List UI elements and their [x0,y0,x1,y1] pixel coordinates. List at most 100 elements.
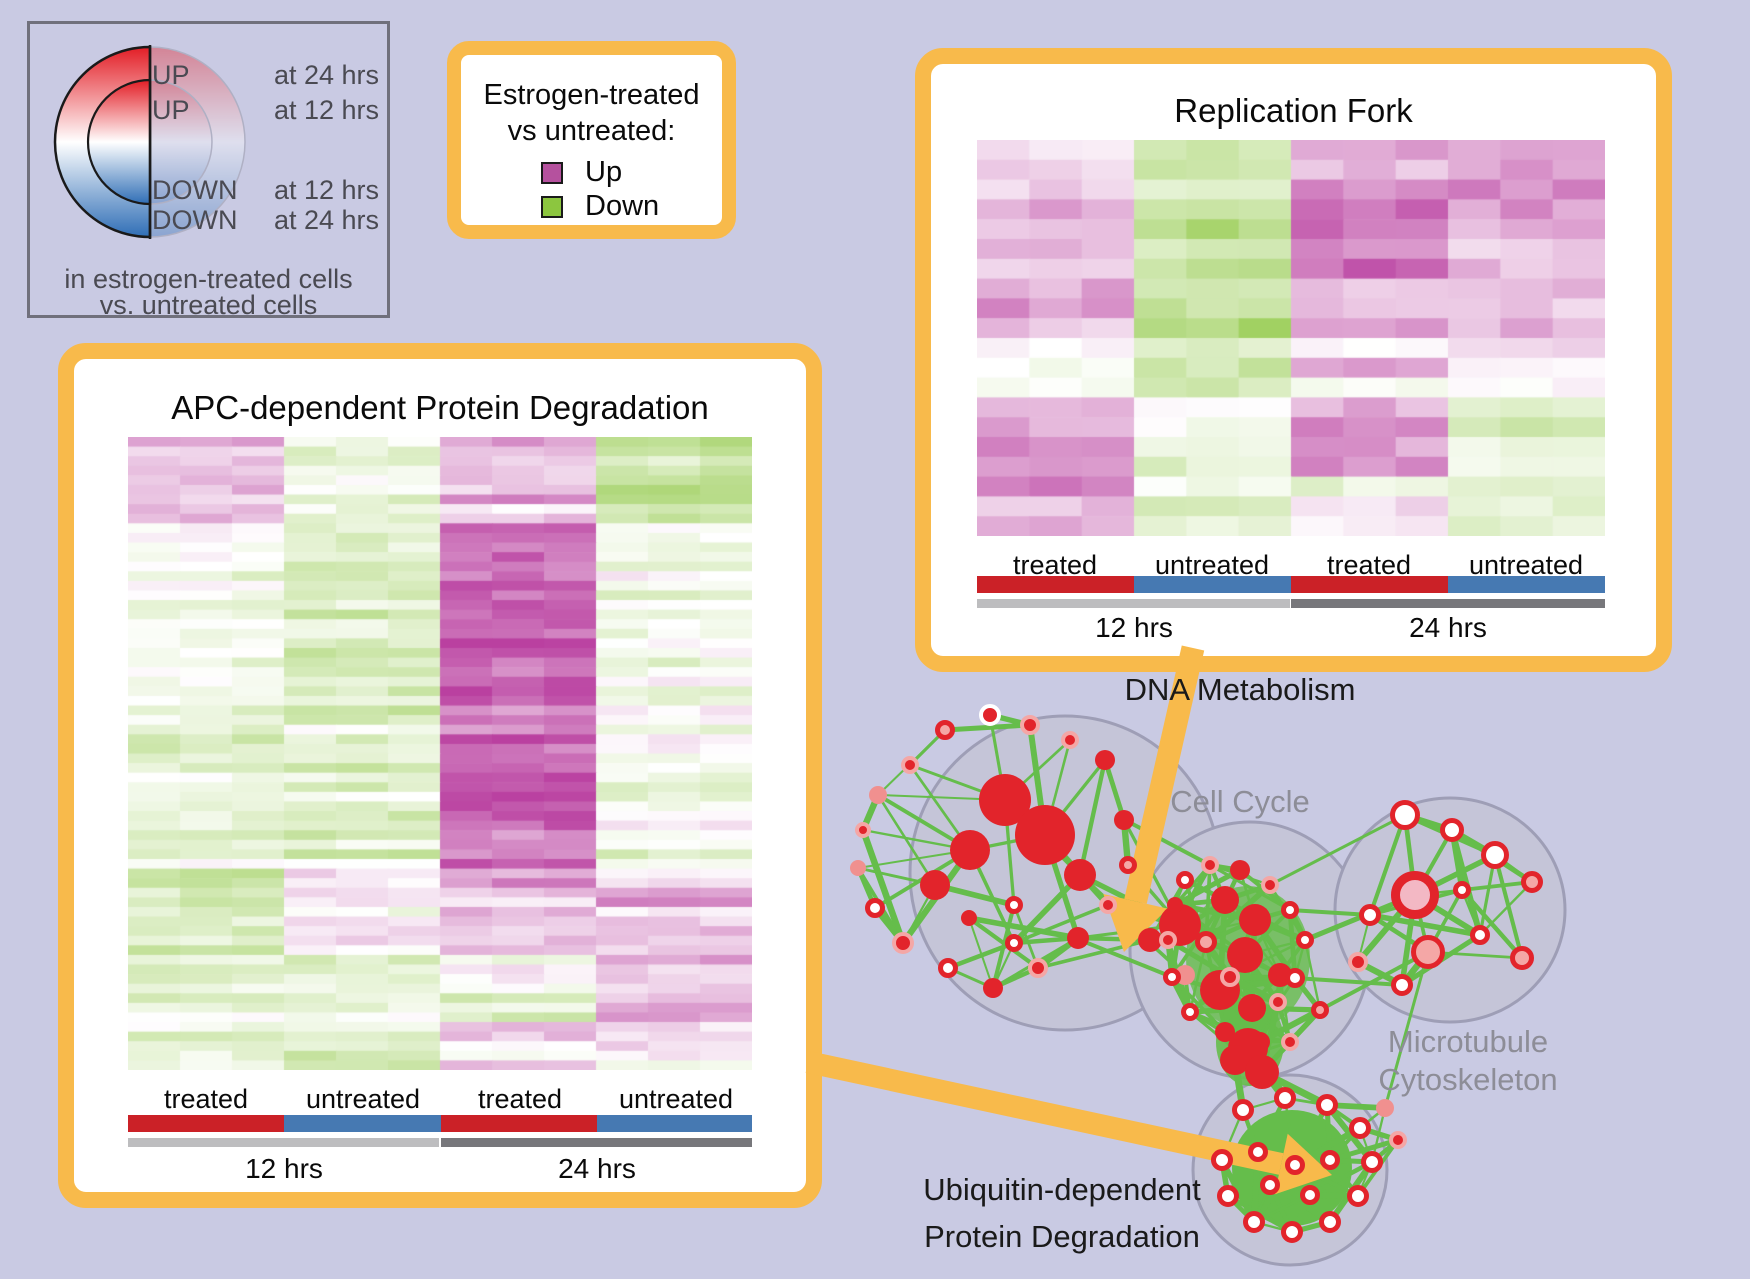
network-node [1281,1221,1303,1243]
network-edge [991,904,1016,989]
network-edge [1223,898,1257,922]
rf-panel-title: Replication Fork [1174,92,1413,129]
network-edge [876,794,937,886]
network-edge [1290,1194,1312,1233]
rf-treated-bar-12 [977,576,1134,593]
network-edge [876,793,972,852]
network-edge [1255,1096,1288,1154]
network-node [1067,927,1089,949]
apc-12hr-bar [128,1138,439,1147]
network-edge [1460,888,1524,960]
network-edge [1241,1109,1260,1153]
network-node [1391,871,1439,919]
network-edge [1232,1000,1281,1062]
network-edge [1217,899,1228,991]
network-edge [1170,898,1227,979]
network-cross-edge [1289,908,1371,917]
network-edge [1253,919,1282,976]
network-node [850,860,866,876]
network-node [1274,1087,1296,1109]
network-edge [1238,868,1292,912]
network-edge [1244,953,1281,977]
network-edge [1369,888,1463,917]
network-edge [1292,1163,1313,1197]
rf-untreated-bar-12 [1134,576,1291,593]
network-edge [1209,862,1241,873]
network-edge [1356,959,1404,988]
network-edge [1294,1158,1331,1167]
rf-heatmap [977,140,1605,536]
network-edge [1226,1194,1294,1234]
network-node [1175,965,1195,985]
network-cross-edge [1231,1059,1247,1111]
network-edge [1257,1001,1281,1043]
network-edge [1357,1161,1373,1197]
network-edge [1183,877,1227,903]
network-cross-edge [1124,818,1211,867]
network-edge [1278,974,1292,1043]
network-edge [1218,989,1250,1049]
network-cross-edge [1244,1007,1256,1049]
network-edge [1253,1220,1293,1234]
up-swatch [541,162,563,184]
network-edge [1246,1007,1254,1049]
ring-row-dir: DOWN [152,205,238,235]
network-cross-edge [879,794,1006,801]
network-edge [1173,879,1187,906]
rf-24hr-label: 24 hrs [1409,612,1487,643]
network-edge [1309,1192,1359,1199]
network-edge [1478,854,1497,936]
network-node [938,958,958,978]
network-edge [1174,902,1256,923]
edge-density-blob [1186,886,1310,1030]
network-edge [1293,939,1307,979]
network-edge [968,915,1079,941]
network-edge [1426,889,1464,953]
rf-24hr-bar [1291,599,1605,608]
network-edge [1166,937,1232,980]
network-edge [1004,799,1046,836]
network-edge [1294,1163,1359,1198]
network-edge [1370,1107,1387,1163]
network-edge [1233,1046,1250,1062]
network-edge [1077,935,1151,943]
network-edge [1013,903,1109,945]
cluster-label: DNA Metabolism [1125,672,1356,707]
cluster-label: Cytoskeleton [1378,1062,1557,1097]
network-cross-edge [1260,1068,1329,1109]
rf-12hr-label: 12 hrs [1095,612,1173,643]
apc-heatmap-panel: APC-dependent Protein Degradation treate… [58,343,822,1208]
network-edge [1233,1007,1254,1061]
flow-arrow-shaft [1124,645,1205,904]
network-edge [1450,827,1497,858]
network-edge [1012,904,1040,969]
network-edge [1257,1149,1296,1168]
network-edge [1228,919,1257,978]
network-node [1510,946,1534,970]
network-edge [1189,1011,1226,1033]
network-edge [1209,863,1291,912]
network-edge [1120,819,1132,866]
apc-treated-bar-12 [128,1115,284,1132]
network-node [1119,856,1137,874]
network-edge [1324,1104,1333,1161]
network-cross-edge [857,849,971,869]
network-edge [1003,799,1016,906]
network-edge [1078,872,1182,928]
network-edge [1165,863,1213,942]
down-swatch [541,196,563,218]
network-edge [1241,954,1252,1049]
network-edge [1165,939,1175,978]
apc-untreated-bar-24 [597,1115,752,1132]
network-edge [1324,1103,1375,1164]
network-node [1239,904,1271,936]
network-edge [1229,938,1306,979]
rf-group-label: untreated [1154,550,1270,580]
network-edge [1229,974,1296,981]
network-cross-edge [1169,924,1183,978]
network-edge [1275,1001,1293,1043]
network-edge [1003,798,1082,877]
network-node [920,870,950,900]
network-edge [1359,1127,1373,1163]
network-node [1349,1117,1371,1139]
